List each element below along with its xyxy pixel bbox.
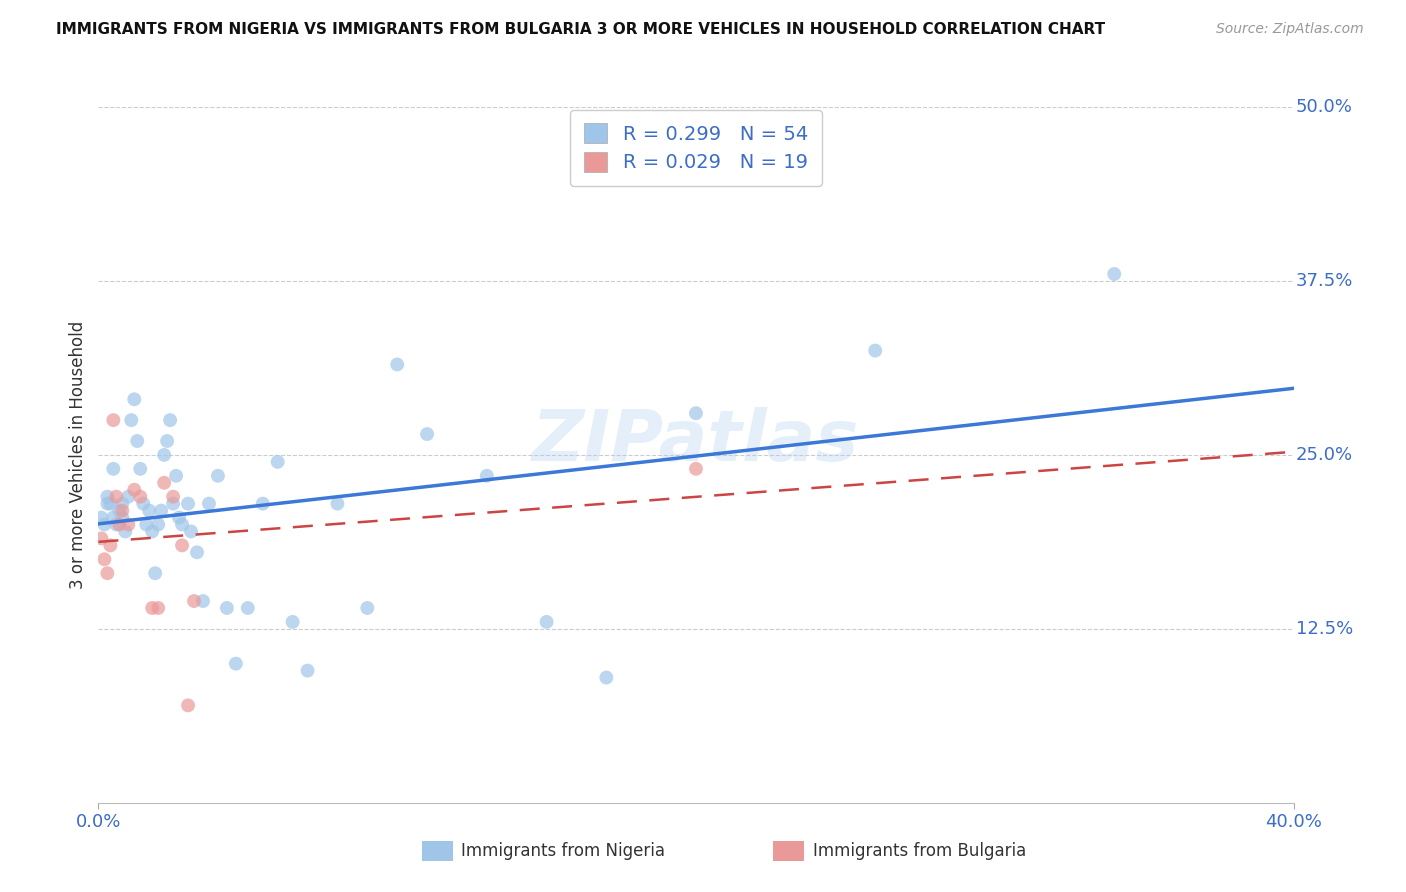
- Point: [180, 524, 202, 539]
- Legend: R = 0.299   N = 54, R = 0.029   N = 19: R = 0.299 N = 54, R = 0.029 N = 19: [571, 110, 821, 186]
- Point: [236, 601, 259, 615]
- Point: [111, 510, 134, 524]
- Point: [98, 538, 122, 552]
- Point: [93, 552, 115, 566]
- Text: 37.5%: 37.5%: [1296, 272, 1354, 290]
- Point: [225, 657, 247, 671]
- Point: [153, 475, 176, 490]
- Point: [127, 434, 149, 448]
- Point: [141, 601, 163, 615]
- Point: [685, 462, 707, 476]
- Point: [108, 503, 131, 517]
- Text: Source: ZipAtlas.com: Source: ZipAtlas.com: [1216, 22, 1364, 37]
- Point: [153, 448, 176, 462]
- Point: [141, 524, 163, 539]
- Point: [103, 462, 125, 476]
- Point: [96, 497, 118, 511]
- Point: [114, 524, 136, 539]
- Point: [129, 462, 152, 476]
- Point: [156, 434, 179, 448]
- Text: Immigrants from Bulgaria: Immigrants from Bulgaria: [813, 842, 1026, 860]
- Point: [120, 413, 142, 427]
- Point: [111, 497, 134, 511]
- Point: [124, 483, 146, 497]
- Point: [143, 566, 166, 581]
- Point: [177, 497, 200, 511]
- Text: 25.0%: 25.0%: [1296, 446, 1353, 464]
- Point: [183, 594, 205, 608]
- Point: [165, 468, 187, 483]
- Point: [103, 510, 125, 524]
- Point: [105, 490, 128, 504]
- Point: [148, 601, 170, 615]
- Point: [138, 503, 160, 517]
- Text: IMMIGRANTS FROM NIGERIA VS IMMIGRANTS FROM BULGARIA 3 OR MORE VEHICLES IN HOUSEH: IMMIGRANTS FROM NIGERIA VS IMMIGRANTS FR…: [56, 22, 1105, 37]
- Y-axis label: 3 or more Vehicles in Household: 3 or more Vehicles in Household: [69, 321, 87, 589]
- Point: [111, 503, 134, 517]
- Point: [90, 532, 112, 546]
- Point: [108, 517, 131, 532]
- Point: [117, 490, 139, 504]
- Point: [150, 503, 173, 517]
- Point: [198, 497, 221, 511]
- Point: [162, 497, 184, 511]
- Point: [90, 510, 112, 524]
- Point: [129, 490, 152, 504]
- Point: [385, 358, 409, 372]
- Text: Immigrants from Nigeria: Immigrants from Nigeria: [461, 842, 665, 860]
- Point: [93, 517, 115, 532]
- Point: [98, 497, 122, 511]
- Point: [162, 490, 184, 504]
- Point: [172, 538, 194, 552]
- Point: [536, 615, 558, 629]
- Point: [252, 497, 274, 511]
- Point: [595, 671, 617, 685]
- Point: [96, 566, 118, 581]
- Point: [267, 455, 290, 469]
- Point: [326, 497, 349, 511]
- Point: [685, 406, 707, 420]
- Text: 12.5%: 12.5%: [1296, 620, 1353, 638]
- Point: [135, 517, 157, 532]
- Point: [117, 517, 139, 532]
- Point: [177, 698, 200, 713]
- Text: 50.0%: 50.0%: [1296, 98, 1353, 116]
- Point: [416, 427, 439, 442]
- Point: [475, 468, 498, 483]
- Point: [159, 413, 181, 427]
- Point: [1104, 267, 1126, 281]
- Point: [297, 664, 319, 678]
- Point: [356, 601, 378, 615]
- Point: [281, 615, 304, 629]
- Text: ZIPatlas: ZIPatlas: [533, 407, 859, 475]
- Point: [148, 517, 170, 532]
- Point: [103, 413, 125, 427]
- Point: [215, 601, 238, 615]
- Point: [172, 517, 194, 532]
- Point: [132, 497, 155, 511]
- Point: [167, 510, 190, 524]
- Point: [96, 490, 118, 504]
- Point: [865, 343, 887, 358]
- Point: [207, 468, 229, 483]
- Point: [124, 392, 146, 407]
- Point: [191, 594, 214, 608]
- Point: [186, 545, 208, 559]
- Point: [105, 517, 128, 532]
